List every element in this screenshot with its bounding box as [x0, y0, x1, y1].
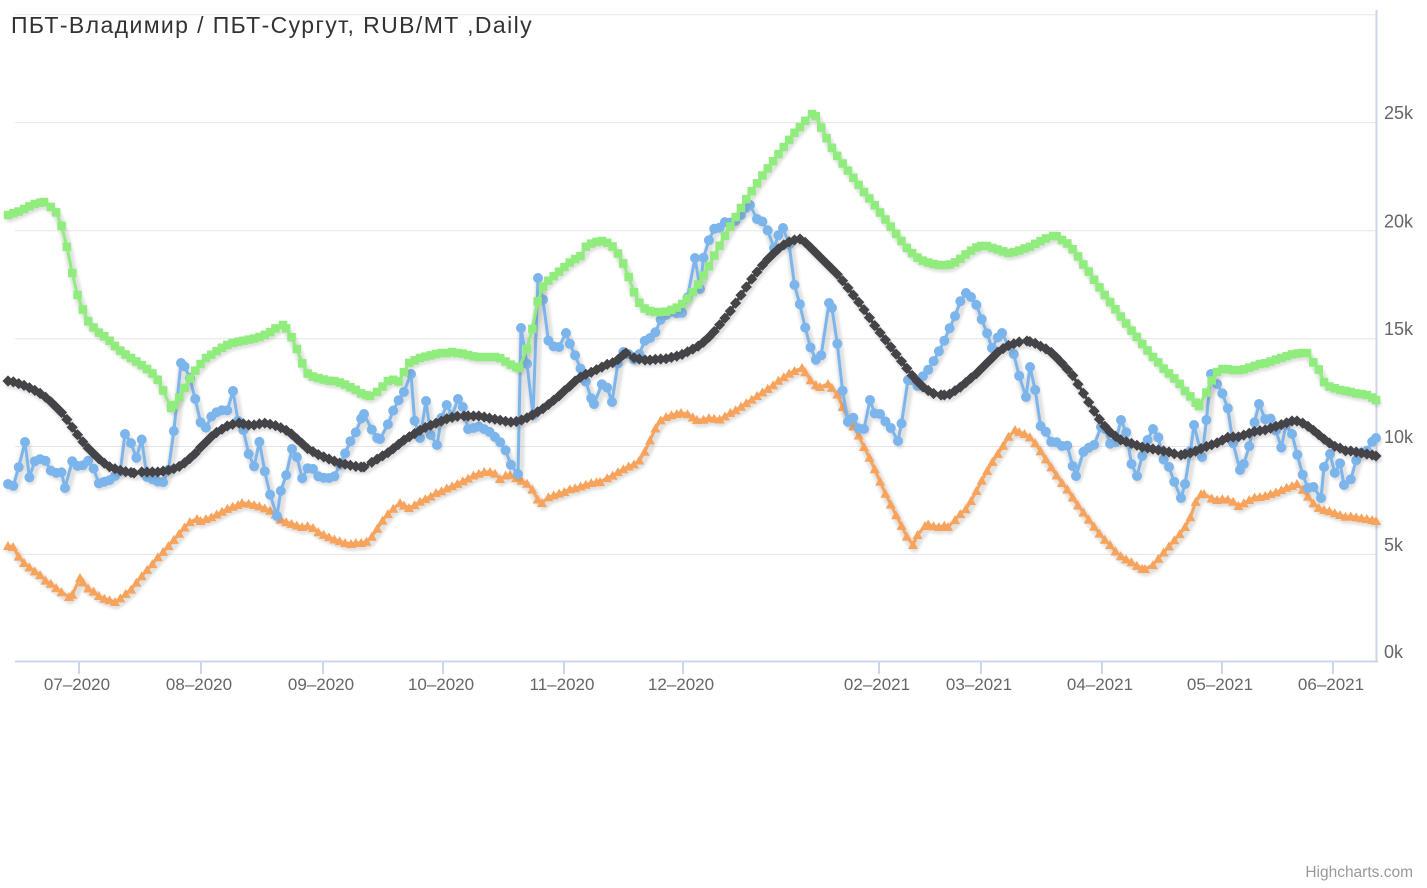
- svg-text:04–2021: 04–2021: [1067, 675, 1133, 694]
- svg-text:06–2021: 06–2021: [1298, 675, 1364, 694]
- svg-text:5k: 5k: [1384, 535, 1404, 555]
- svg-text:10k: 10k: [1384, 427, 1414, 447]
- svg-text:05–2021: 05–2021: [1187, 675, 1253, 694]
- svg-text:0k: 0k: [1384, 642, 1404, 662]
- svg-text:07–2020: 07–2020: [44, 675, 110, 694]
- svg-text:20k: 20k: [1384, 211, 1414, 231]
- svg-text:09–2020: 09–2020: [288, 675, 354, 694]
- svg-text:Highcharts.com: Highcharts.com: [1305, 864, 1413, 881]
- svg-text:08–2020: 08–2020: [166, 675, 232, 694]
- svg-text:02–2021: 02–2021: [844, 675, 910, 694]
- svg-text:15k: 15k: [1384, 319, 1414, 339]
- svg-text:25k: 25k: [1384, 103, 1414, 123]
- svg-text:12–2020: 12–2020: [648, 675, 714, 694]
- svg-text:10–2020: 10–2020: [408, 675, 474, 694]
- svg-text:ПБТ-Владимир / ПБТ-Сургут, RUB: ПБТ-Владимир / ПБТ-Сургут, RUB/MT ,Daily: [11, 12, 533, 38]
- svg-text:11–2020: 11–2020: [530, 675, 595, 694]
- svg-text:03–2021: 03–2021: [946, 675, 1012, 694]
